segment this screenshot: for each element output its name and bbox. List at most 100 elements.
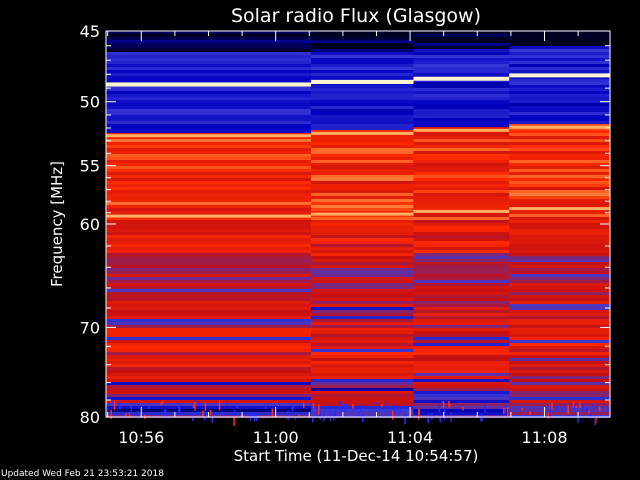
spectrogram-row	[413, 202, 510, 205]
x-tick-label: 11:00	[253, 428, 299, 447]
spectrogram-row	[311, 409, 414, 412]
spectrogram-row	[413, 115, 510, 118]
spectrogram-row	[311, 250, 414, 253]
spectrogram-row	[106, 298, 312, 301]
spectrogram-row	[413, 310, 510, 313]
spectrogram-row	[311, 175, 414, 178]
noise-speck	[567, 404, 569, 415]
spectrogram-row	[413, 289, 510, 292]
spectrogram-row	[509, 211, 611, 214]
spectrogram-row	[509, 133, 611, 136]
spectrogram-row	[413, 370, 510, 373]
spectrogram-row	[509, 88, 611, 91]
spectrogram-row	[106, 382, 312, 385]
spectrogram-row	[106, 256, 312, 259]
noise-speck	[376, 409, 378, 413]
spectrogram-row	[106, 67, 312, 70]
spectrogram-row	[509, 322, 611, 325]
spectrogram-row	[413, 181, 510, 184]
noise-speck	[427, 414, 429, 424]
spectrogram-row	[413, 346, 510, 349]
spectrogram-row	[106, 367, 312, 370]
spectrogram-row	[413, 280, 510, 283]
noise-speck	[107, 408, 109, 415]
noise-speck	[119, 403, 121, 410]
spectrogram-row	[413, 376, 510, 379]
spectrogram-row	[106, 262, 312, 265]
spectrogram-row	[311, 109, 414, 112]
emission-line	[311, 80, 414, 84]
spectrogram-row	[413, 322, 510, 325]
noise-speck	[581, 403, 584, 411]
spectrogram-row	[509, 253, 611, 256]
spectrogram-row	[509, 394, 611, 397]
spectrogram-row	[413, 88, 510, 91]
spectrogram-row	[311, 403, 414, 406]
spectrogram-row	[311, 139, 414, 142]
spectrogram-row	[311, 373, 414, 376]
spectrogram-row	[106, 88, 312, 91]
spectrogram-row	[509, 184, 611, 187]
spectrogram-row	[509, 214, 611, 217]
spectrogram-row	[509, 226, 611, 229]
spectrogram-row	[106, 127, 312, 130]
y-tick-label: 50	[80, 93, 100, 112]
spectrogram-row	[509, 295, 611, 298]
spectrogram-row	[311, 295, 414, 298]
spectrogram-row	[106, 400, 312, 403]
noise-speck	[575, 405, 577, 408]
spectrogram-row	[509, 109, 611, 112]
spectrogram-row	[413, 70, 510, 73]
spectrogram-row	[106, 328, 312, 331]
spectrogram-row	[413, 313, 510, 316]
spectrogram-row	[509, 391, 611, 394]
spectrogram-row	[106, 283, 312, 286]
spectrogram-row	[509, 355, 611, 358]
noise-speck	[439, 415, 441, 423]
spectrogram-row	[413, 169, 510, 172]
spectrogram-row	[509, 409, 611, 412]
spectrogram-row	[311, 85, 414, 88]
spectrogram-row	[509, 136, 611, 139]
spectrogram-row	[311, 316, 414, 319]
spectrogram-row	[509, 157, 611, 160]
y-tick-label: 55	[80, 157, 100, 176]
spectrogram-row	[311, 193, 414, 196]
spectrogram-row	[509, 91, 611, 94]
spectrogram-row	[413, 214, 510, 217]
noise-speck	[579, 401, 581, 409]
spectrogram-row	[311, 328, 414, 331]
spectrogram-row	[106, 241, 312, 244]
spectrogram-row	[106, 331, 312, 334]
spectrogram-row	[106, 172, 312, 175]
spectrogram-row	[311, 115, 414, 118]
spectrogram-row	[413, 55, 510, 58]
spectrogram-row	[413, 262, 510, 265]
spectrogram-row	[509, 283, 611, 286]
noise-speck	[521, 408, 523, 411]
spectrogram-row	[509, 367, 611, 370]
spectrogram-row	[106, 307, 312, 310]
noise-speck	[264, 404, 267, 410]
spectrogram-row	[311, 127, 414, 130]
spectrogram-row	[311, 310, 414, 313]
spectrogram-row	[509, 76, 611, 79]
spectrogram-row	[106, 160, 312, 163]
spectrogram-row	[509, 388, 611, 391]
spectrogram-row	[413, 373, 510, 376]
spectrogram-row	[509, 382, 611, 385]
spectrogram-row	[413, 160, 510, 163]
noise-speck	[271, 408, 274, 418]
spectrogram-row	[311, 64, 414, 67]
y-tick-label: 60	[80, 215, 100, 234]
emission-line	[509, 125, 610, 129]
spectrogram-row	[106, 334, 312, 337]
noise-speck	[255, 415, 258, 421]
spectrogram-row	[106, 250, 312, 253]
spectrogram-row	[106, 49, 312, 52]
spectrogram-row	[509, 97, 611, 100]
spectrogram-row	[311, 277, 414, 280]
spectrogram-row	[311, 130, 414, 133]
chart-title: Solar radio Flux (Glasgow)	[231, 5, 481, 27]
